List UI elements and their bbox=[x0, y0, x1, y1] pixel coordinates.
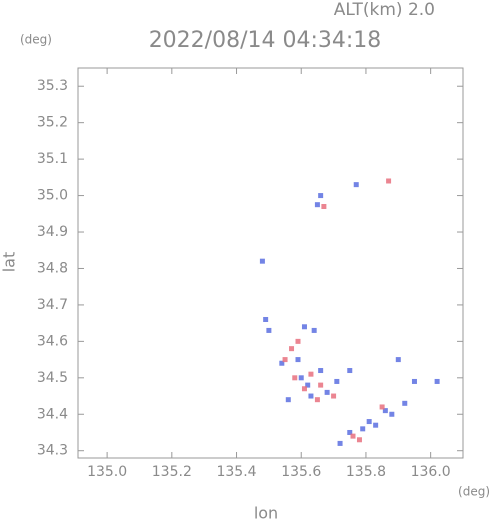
plot-frame bbox=[77, 67, 464, 459]
y-tick-label: 35.0 bbox=[37, 188, 68, 204]
radar-point bbox=[318, 193, 324, 199]
radar-point bbox=[386, 178, 392, 184]
radar-point bbox=[331, 393, 337, 399]
radar-point bbox=[311, 327, 317, 333]
x-tick-label: 135.4 bbox=[216, 464, 256, 480]
radar-point bbox=[356, 437, 362, 443]
y-tick-label: 35.1 bbox=[37, 151, 68, 167]
y-tick-label: 34.4 bbox=[37, 406, 68, 422]
radar-point bbox=[411, 378, 417, 384]
radar-point bbox=[324, 389, 330, 395]
radar-point bbox=[318, 382, 324, 388]
x-tick-label: 135.0 bbox=[87, 464, 127, 480]
radar-point bbox=[308, 393, 314, 399]
radar-point bbox=[266, 327, 272, 333]
radar-point bbox=[308, 371, 314, 377]
chart-title: 2022/08/14 04:34:18 bbox=[149, 28, 382, 53]
radar-point bbox=[314, 202, 320, 208]
radar-point bbox=[350, 433, 356, 439]
radar-point bbox=[285, 397, 291, 403]
y-tick-label: 35.2 bbox=[37, 115, 68, 131]
radar-point bbox=[434, 378, 440, 384]
y-tick-label: 34.8 bbox=[37, 260, 68, 276]
x-tick-label: 136.0 bbox=[411, 464, 451, 480]
radar-point bbox=[402, 400, 408, 406]
y-axis-label: lat bbox=[0, 252, 19, 273]
radar-point bbox=[292, 375, 298, 381]
y-unit: (deg) bbox=[20, 33, 52, 47]
radar-point bbox=[305, 382, 311, 388]
radar-point bbox=[389, 411, 395, 417]
y-tick-label: 34.5 bbox=[37, 370, 68, 386]
radar-point bbox=[295, 357, 301, 363]
y-tick-label: 35.3 bbox=[37, 78, 68, 94]
radar-point bbox=[382, 408, 388, 414]
radar-point bbox=[337, 440, 343, 446]
x-tick-label: 135.8 bbox=[346, 464, 386, 480]
y-tick-label: 34.9 bbox=[37, 224, 68, 240]
radar-point bbox=[289, 346, 295, 352]
y-tick-label: 34.6 bbox=[37, 333, 68, 349]
x-tick-label: 135.6 bbox=[281, 464, 321, 480]
radar-point bbox=[279, 360, 285, 366]
radar-point bbox=[301, 324, 307, 330]
radar-point bbox=[353, 182, 359, 188]
radar-point bbox=[263, 316, 269, 322]
radar-point bbox=[379, 404, 385, 410]
radar-point bbox=[347, 368, 353, 374]
radar-point bbox=[318, 368, 324, 374]
radar-point bbox=[314, 397, 320, 403]
altitude-label: ALT(km) 2.0 bbox=[334, 0, 435, 20]
radar-point bbox=[366, 419, 372, 425]
radar-point bbox=[321, 204, 327, 210]
radar-point bbox=[282, 357, 288, 363]
radar-point bbox=[259, 258, 265, 264]
radar-point bbox=[395, 357, 401, 363]
radar-point bbox=[373, 422, 379, 428]
x-axis-label: lon bbox=[254, 504, 278, 522]
radar-point bbox=[298, 375, 304, 381]
y-tick-label: 34.7 bbox=[37, 297, 68, 313]
radar-point bbox=[334, 378, 340, 384]
radar-point bbox=[295, 338, 301, 344]
radar-point bbox=[301, 386, 307, 392]
radar-point bbox=[360, 426, 366, 432]
x-unit: (deg) bbox=[458, 485, 490, 499]
x-tick-label: 135.2 bbox=[152, 464, 192, 480]
radar-point bbox=[347, 429, 353, 435]
y-tick-label: 34.3 bbox=[37, 443, 68, 459]
